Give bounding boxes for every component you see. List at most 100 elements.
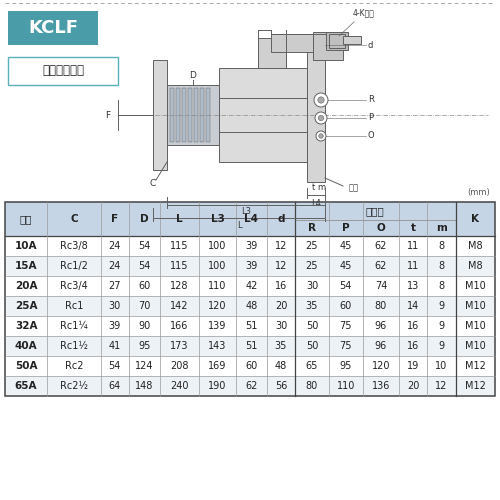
Text: M12: M12 — [465, 381, 485, 391]
Text: L4: L4 — [244, 214, 258, 224]
Bar — [8, 57, 118, 85]
Bar — [5, 202, 495, 396]
Text: 39: 39 — [246, 241, 258, 251]
Bar — [5, 356, 495, 376]
Text: 14: 14 — [407, 301, 420, 311]
Text: 10: 10 — [436, 361, 448, 371]
Text: L: L — [236, 220, 242, 230]
Text: 12: 12 — [436, 381, 448, 391]
Text: M12: M12 — [465, 361, 485, 371]
Text: 95: 95 — [138, 341, 150, 351]
Text: C: C — [150, 180, 156, 188]
Text: 120: 120 — [208, 301, 227, 311]
Text: Rc3/4: Rc3/4 — [60, 281, 88, 291]
Text: 80: 80 — [306, 381, 318, 391]
Text: 166: 166 — [170, 321, 189, 331]
Text: 40A: 40A — [15, 341, 38, 351]
Text: M8: M8 — [468, 241, 482, 251]
Text: 8: 8 — [438, 261, 444, 271]
Text: F: F — [106, 110, 110, 120]
Text: 15A: 15A — [15, 261, 38, 271]
Text: R: R — [308, 223, 316, 233]
Text: KCLF: KCLF — [28, 19, 78, 37]
Text: 96: 96 — [375, 321, 387, 331]
Text: 25A: 25A — [15, 301, 38, 311]
Text: 45: 45 — [340, 261, 352, 271]
Text: O: O — [368, 132, 374, 140]
Text: 11: 11 — [407, 241, 420, 251]
Text: 19: 19 — [407, 361, 420, 371]
Text: D: D — [140, 214, 148, 224]
Text: 80: 80 — [375, 301, 387, 311]
Text: 115: 115 — [170, 261, 189, 271]
Bar — [188, 88, 192, 142]
Text: Rc1¼: Rc1¼ — [60, 321, 88, 331]
Text: 54: 54 — [138, 241, 150, 251]
Text: 65: 65 — [306, 361, 318, 371]
Text: 50A: 50A — [15, 361, 38, 371]
Text: 110: 110 — [336, 381, 355, 391]
Bar — [5, 316, 495, 336]
Text: P: P — [342, 223, 349, 233]
Text: 56: 56 — [275, 381, 287, 391]
Bar — [343, 36, 361, 44]
Text: 48: 48 — [246, 301, 258, 311]
Text: 75: 75 — [340, 321, 352, 331]
Text: 11: 11 — [407, 261, 420, 271]
Text: 60: 60 — [246, 361, 258, 371]
Circle shape — [318, 97, 324, 103]
Text: 50: 50 — [306, 321, 318, 331]
Bar — [5, 276, 495, 296]
Text: 30: 30 — [306, 281, 318, 291]
Text: 45: 45 — [340, 241, 352, 251]
Bar — [5, 256, 495, 276]
Text: (mm): (mm) — [467, 188, 490, 197]
Bar — [182, 88, 186, 142]
Bar — [219, 68, 307, 162]
Text: 24: 24 — [108, 241, 121, 251]
Text: D: D — [190, 72, 196, 80]
Text: 9: 9 — [438, 301, 444, 311]
Text: 110: 110 — [208, 281, 227, 291]
Text: 48: 48 — [275, 361, 287, 371]
Circle shape — [319, 134, 323, 138]
Text: 128: 128 — [170, 281, 189, 291]
Text: L3: L3 — [210, 214, 224, 224]
Text: 10A: 10A — [15, 241, 38, 251]
Circle shape — [316, 131, 326, 141]
Text: 120: 120 — [372, 361, 390, 371]
Text: 35: 35 — [306, 301, 318, 311]
Text: 143: 143 — [208, 341, 227, 351]
Text: 136: 136 — [372, 381, 390, 391]
Text: 60: 60 — [340, 301, 352, 311]
Bar — [194, 88, 198, 142]
Text: d: d — [368, 40, 374, 50]
Text: 54: 54 — [138, 261, 150, 271]
Text: M10: M10 — [465, 281, 485, 291]
Bar — [326, 32, 348, 50]
Text: M10: M10 — [465, 341, 485, 351]
Bar — [271, 34, 326, 52]
Bar — [307, 48, 325, 182]
Text: 139: 139 — [208, 321, 227, 331]
Bar — [5, 376, 495, 396]
Text: M10: M10 — [465, 301, 485, 311]
Text: C: C — [70, 214, 78, 224]
Text: 12: 12 — [275, 241, 287, 251]
Text: 148: 148 — [135, 381, 154, 391]
Text: 240: 240 — [170, 381, 189, 391]
Text: 51: 51 — [245, 321, 258, 331]
Text: 62: 62 — [375, 241, 387, 251]
Text: 50: 50 — [306, 341, 318, 351]
Bar — [5, 236, 495, 256]
Text: 39: 39 — [108, 321, 121, 331]
Text: 62: 62 — [375, 261, 387, 271]
Text: 169: 169 — [208, 361, 227, 371]
Text: 单式法兰安装: 单式法兰安装 — [42, 64, 84, 78]
Bar — [5, 202, 495, 236]
Text: 64: 64 — [108, 381, 121, 391]
Text: 27: 27 — [108, 281, 121, 291]
Bar — [170, 88, 174, 142]
Text: 20: 20 — [407, 381, 420, 391]
Text: 62: 62 — [245, 381, 258, 391]
